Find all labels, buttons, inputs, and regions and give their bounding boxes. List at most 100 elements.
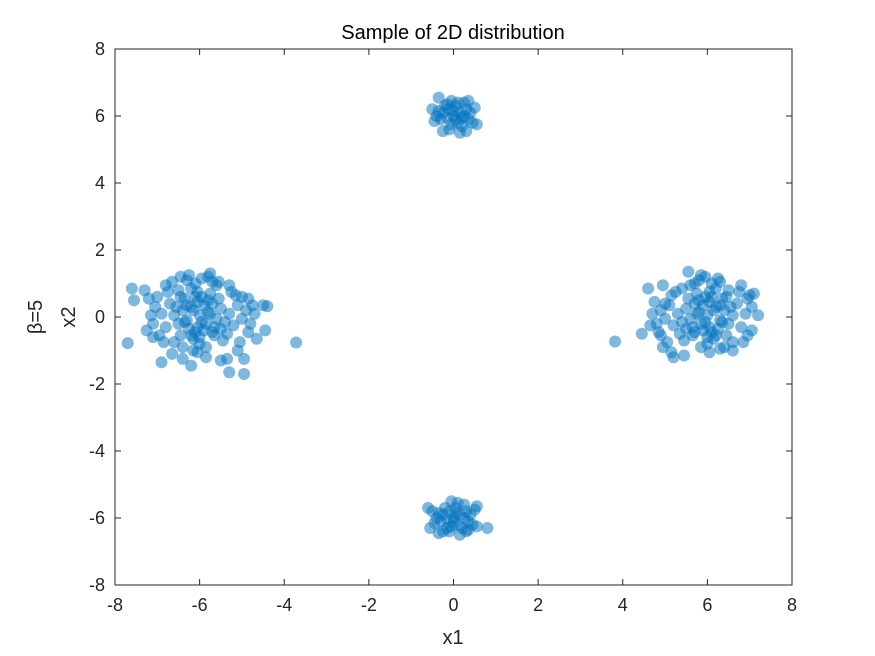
scatter-point: [654, 329, 667, 342]
scatter-point: [170, 300, 183, 313]
scatter-point: [656, 279, 669, 292]
scatter-point: [155, 356, 168, 369]
x-axis-label: x1: [442, 627, 463, 649]
scatter-point: [261, 300, 274, 313]
scatter-point: [690, 307, 703, 320]
scatter-point: [714, 299, 727, 312]
y-tick-label: -2: [89, 374, 105, 394]
y-tick-label: -4: [89, 441, 105, 461]
scatter-point: [157, 336, 170, 349]
x-tick-label: 6: [702, 595, 712, 615]
scatter-point: [642, 282, 655, 295]
scatter-point: [206, 326, 219, 339]
x-tick-label: 2: [533, 595, 543, 615]
scatter-point: [202, 294, 215, 307]
scatter-point: [185, 359, 198, 372]
scatter-points: [121, 91, 765, 541]
scatter-point: [705, 290, 718, 303]
scatter-point: [671, 307, 684, 320]
scatter-point: [659, 297, 672, 310]
scatter-point: [745, 324, 758, 337]
scatter-point: [609, 335, 622, 348]
scatter-point: [716, 316, 729, 328]
scatter-point: [187, 344, 200, 357]
scatter-point: [462, 523, 475, 536]
scatter-point: [223, 279, 236, 292]
scatter-point: [726, 336, 739, 349]
scatter-point: [635, 327, 648, 340]
scatter-point: [714, 342, 727, 355]
scatter-point: [436, 125, 449, 138]
scatter-point: [724, 300, 737, 313]
y-tick-label: 8: [95, 39, 105, 59]
scatter-point: [195, 272, 208, 285]
scatter-point: [227, 319, 240, 332]
scatter-point: [470, 118, 483, 131]
scatter-point: [752, 309, 765, 322]
scatter-point: [712, 272, 724, 285]
scatter-point: [703, 321, 716, 334]
scatter-point: [676, 282, 688, 295]
scatter-point: [159, 279, 172, 292]
scatter-point: [682, 292, 695, 305]
scatter-point: [644, 319, 657, 332]
x-tick-label: -6: [192, 595, 208, 615]
scatter-point: [221, 352, 234, 365]
scatter-point: [720, 290, 733, 303]
scatter-point: [238, 352, 251, 365]
y-tick-label: 2: [95, 240, 105, 260]
axis-ticks: -8 -6 -4 -2 0 2 4 6 8 -8 -6 -4 -2 0 2 4 6 8: [89, 39, 797, 615]
scatter-point: [147, 331, 160, 344]
scatter-point: [453, 126, 466, 139]
x-tick-label: -4: [276, 595, 292, 615]
scatter-point: [688, 326, 701, 339]
scatter-point: [159, 321, 172, 334]
scatter-point: [667, 319, 680, 332]
y-tick-label: -8: [89, 575, 105, 595]
x-tick-label: -2: [361, 595, 377, 615]
scatter-point: [432, 91, 445, 104]
scatter-point: [259, 324, 272, 337]
x-tick-label: 4: [618, 595, 628, 615]
scatter-point: [290, 336, 303, 349]
scatter-point: [424, 522, 437, 534]
scatter-point: [178, 316, 191, 328]
scatter-point: [695, 269, 707, 282]
y-tick-label: 4: [95, 173, 105, 193]
scatter-point: [238, 368, 251, 380]
scatter-point: [166, 347, 179, 360]
y-tick-label: 6: [95, 106, 105, 126]
scatter-point: [212, 292, 225, 305]
scatter-point: [481, 522, 494, 534]
scatter-point: [692, 294, 705, 307]
scatter-point: [223, 307, 236, 320]
scatter-point: [428, 115, 441, 127]
scatter-point: [242, 326, 255, 339]
scatter-point: [701, 331, 714, 344]
scatter-point: [741, 292, 754, 305]
scatter-point: [678, 349, 691, 362]
scatter-point: [145, 309, 157, 322]
scatter-point: [726, 344, 739, 357]
scatter-point: [422, 501, 435, 514]
scatter-point: [445, 495, 458, 508]
y-tick-label: 0: [95, 307, 105, 327]
scatter-point: [462, 94, 475, 107]
scatter-point: [735, 321, 748, 334]
scatter-point: [735, 279, 748, 292]
scatter-point: [128, 294, 140, 307]
scatter-point: [191, 321, 204, 334]
scatter-point: [200, 351, 212, 364]
scatter-point: [212, 275, 225, 288]
scatter-point: [204, 307, 217, 320]
scatter-point: [456, 111, 468, 124]
scatter-point: [168, 336, 181, 349]
scatter-point: [176, 352, 189, 365]
y-axis-label-line-2: x2: [58, 306, 80, 327]
scatter-point: [223, 366, 236, 379]
scatter-point: [470, 500, 483, 513]
x-tick-label: -8: [107, 595, 123, 615]
scatter-point: [426, 103, 439, 116]
scatter-point: [737, 336, 750, 349]
